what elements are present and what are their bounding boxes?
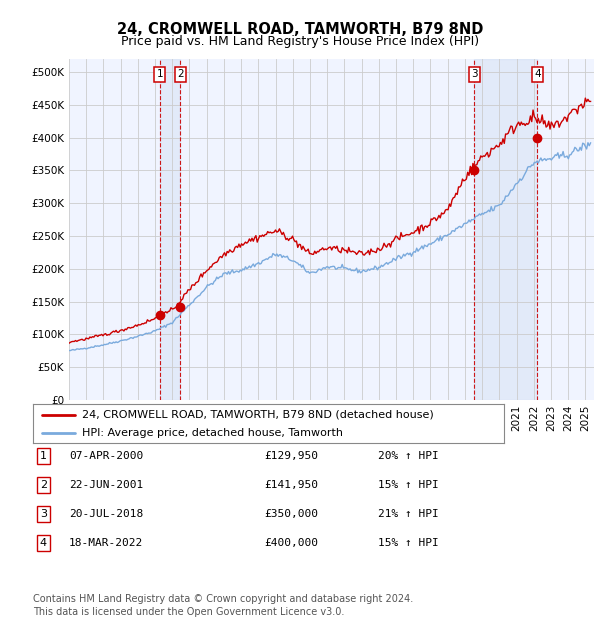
Text: 15% ↑ HPI: 15% ↑ HPI [378,538,439,548]
Text: 20-JUL-2018: 20-JUL-2018 [69,509,143,519]
Text: 24, CROMWELL ROAD, TAMWORTH, B79 8ND (detached house): 24, CROMWELL ROAD, TAMWORTH, B79 8ND (de… [82,410,434,420]
Text: 22-JUN-2001: 22-JUN-2001 [69,480,143,490]
Text: 3: 3 [471,69,478,79]
Text: 4: 4 [40,538,47,548]
Text: £350,000: £350,000 [264,509,318,519]
Text: 1: 1 [157,69,163,79]
Text: Price paid vs. HM Land Registry's House Price Index (HPI): Price paid vs. HM Land Registry's House … [121,35,479,48]
Text: 4: 4 [534,69,541,79]
Text: £400,000: £400,000 [264,538,318,548]
Text: Contains HM Land Registry data © Crown copyright and database right 2024.
This d: Contains HM Land Registry data © Crown c… [33,594,413,617]
Text: £141,950: £141,950 [264,480,318,490]
Text: 18-MAR-2022: 18-MAR-2022 [69,538,143,548]
Text: £129,950: £129,950 [264,451,318,461]
Text: 3: 3 [40,509,47,519]
Text: HPI: Average price, detached house, Tamworth: HPI: Average price, detached house, Tamw… [82,428,343,438]
Text: 20% ↑ HPI: 20% ↑ HPI [378,451,439,461]
Text: 21% ↑ HPI: 21% ↑ HPI [378,509,439,519]
Text: 07-APR-2000: 07-APR-2000 [69,451,143,461]
Text: 2: 2 [177,69,184,79]
Text: 15% ↑ HPI: 15% ↑ HPI [378,480,439,490]
Text: 1: 1 [40,451,47,461]
Bar [160,59,181,400]
Text: 2: 2 [40,480,47,490]
Text: 24, CROMWELL ROAD, TAMWORTH, B79 8ND: 24, CROMWELL ROAD, TAMWORTH, B79 8ND [117,22,483,37]
Bar [475,59,538,400]
